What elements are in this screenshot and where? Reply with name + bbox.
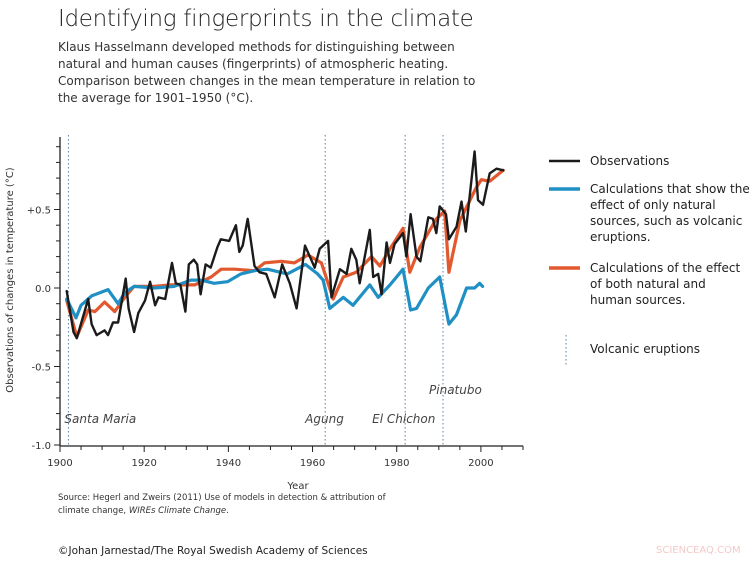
x-axis-label: Year xyxy=(286,481,309,492)
x-tick-label: 1900 xyxy=(47,458,72,469)
natural-and-human-line xyxy=(65,168,505,339)
volcanic-lines: Santa Maria Agung El Chichon Pinatubo xyxy=(64,135,482,446)
legend-combined: Calculations of the effect of both natur… xyxy=(590,261,741,307)
y-tick-label: +0.5 xyxy=(27,206,51,217)
axes: -1.0 -0.5 0.0 +0.5 1900 1920 1940 1960 1980 2000 Y… xyxy=(5,137,524,492)
observations-line xyxy=(65,150,505,340)
credit: ©Johan Jarnestad/The Royal Swedish Acade… xyxy=(58,545,368,557)
source-text: Source: Hegerl and Zweirs (2011) Use of … xyxy=(58,493,386,516)
legend-natural: Calculations that show the effect of onl… xyxy=(590,182,750,244)
volcanic-eruption-label: El Chichon xyxy=(372,412,435,426)
y-axis-label: Observations of changes in temperature (… xyxy=(5,167,16,393)
x-tick-label: 1960 xyxy=(300,458,325,469)
series-lines xyxy=(65,150,505,340)
watermark: SCIENCEAQ.COM xyxy=(656,545,741,556)
legend-volcanic: Volcanic eruptions xyxy=(590,342,701,356)
x-tick-label: 1920 xyxy=(131,458,156,469)
volcanic-eruption-label: Agung xyxy=(304,412,344,426)
x-tick-label: 1980 xyxy=(384,458,409,469)
legend-observations: Observations xyxy=(590,154,670,168)
source-journal: WIREs Climate Change xyxy=(128,506,227,516)
source-suffix: . xyxy=(226,506,229,516)
volcanic-eruption-label: Santa Maria xyxy=(64,412,136,426)
legend-marks xyxy=(549,159,580,366)
chart-subtitle: Klaus Hasselmann developed methods for d… xyxy=(58,40,476,105)
volcanic-eruption-label: Pinatubo xyxy=(429,383,482,397)
y-tick-label: -1.0 xyxy=(31,441,51,452)
chart-title: Identifying fingerprints in the climate xyxy=(58,6,474,32)
x-tick-label: 1940 xyxy=(216,458,241,469)
x-tick-label: 2000 xyxy=(468,458,493,469)
y-tick-label: -0.5 xyxy=(31,363,51,374)
source-note: Source: Hegerl and Zweirs (2011) Use of … xyxy=(58,492,388,518)
y-tick-label: 0.0 xyxy=(35,284,51,295)
